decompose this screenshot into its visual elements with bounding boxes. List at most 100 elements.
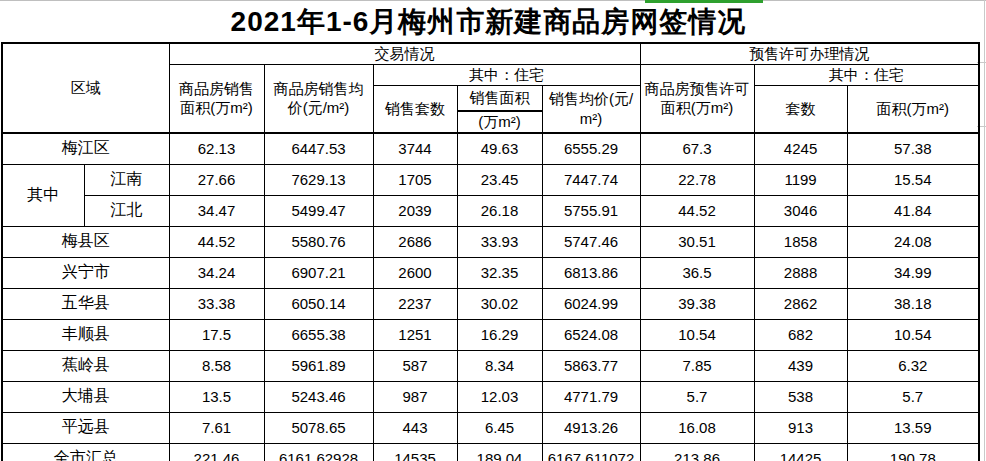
region-cell: 江南	[84, 164, 169, 195]
region-cell: 丰顺县	[2, 319, 169, 350]
data-cell: 5499.47	[264, 195, 373, 226]
data-cell: 33.38	[169, 288, 264, 319]
table-body: 梅江区 62.13 6447.53 3744 49.63 6555.29 67.…	[2, 133, 979, 461]
data-cell: 6813.86	[542, 257, 640, 288]
data-cell: 6050.14	[264, 288, 373, 319]
data-cell: 5.7	[847, 381, 979, 412]
col-header-presale-resi-area: 面积(万m²)	[847, 86, 979, 133]
region-cell: 全市汇总	[2, 443, 169, 461]
data-cell: 34.99	[847, 257, 979, 288]
col-group-trade-residential: 其中：住宅	[373, 65, 640, 86]
data-cell: 443	[373, 412, 457, 443]
data-cell: 39.38	[640, 288, 754, 319]
data-cell: 67.3	[640, 133, 754, 165]
data-cell: 5078.65	[264, 412, 373, 443]
housing-data-table: 区域 交易情况 预售许可办理情况 商品房销售面积(万m²) 商品房销售均价(元/…	[1, 42, 980, 461]
table-row-xingningshi: 兴宁市 34.24 6907.21 2600 32.35 6813.86 36.…	[2, 257, 979, 288]
region-cell: 五华县	[2, 288, 169, 319]
data-cell: 38.18	[847, 288, 979, 319]
data-cell: 8.58	[169, 350, 264, 381]
data-cell: 6024.99	[542, 288, 640, 319]
data-cell: 2862	[754, 288, 847, 319]
data-cell: 5243.46	[264, 381, 373, 412]
data-cell: 5755.91	[542, 195, 640, 226]
data-cell: 5.7	[640, 381, 754, 412]
table-title: 2021年1-6月梅州市新建商品房网签情况	[0, 1, 977, 42]
data-cell: 15.54	[847, 164, 979, 195]
data-cell: 213.86	[640, 443, 754, 461]
data-cell: 24.08	[847, 226, 979, 257]
data-cell: 49.63	[457, 133, 542, 165]
data-cell: 538	[754, 381, 847, 412]
data-cell: 987	[373, 381, 457, 412]
data-cell: 2686	[373, 226, 457, 257]
data-cell: 10.54	[640, 319, 754, 350]
region-cell: 平远县	[2, 412, 169, 443]
data-cell: 62.13	[169, 133, 264, 165]
data-cell: 5747.46	[542, 226, 640, 257]
data-cell: 34.47	[169, 195, 264, 226]
region-group-cell: 其中	[2, 164, 84, 226]
data-cell: 13.5	[169, 381, 264, 412]
data-cell: 34.24	[169, 257, 264, 288]
data-cell: 14425	[754, 443, 847, 461]
col-header-presale-units: 套数	[754, 86, 847, 133]
data-cell: 3046	[754, 195, 847, 226]
data-cell: 6907.21	[264, 257, 373, 288]
col-header-sale-avg-price: 商品房销售均价(元/m²)	[264, 65, 373, 133]
data-cell: 1251	[373, 319, 457, 350]
data-cell: 6655.38	[264, 319, 373, 350]
region-cell: 梅江区	[2, 133, 169, 165]
data-cell: 41.84	[847, 195, 979, 226]
data-cell: 6555.29	[542, 133, 640, 165]
table-row-citywide-total: 全市汇总 221.46 6161.62928 14535 189.04 6167…	[2, 443, 979, 461]
data-cell: 1199	[754, 164, 847, 195]
data-cell: 5961.89	[264, 350, 373, 381]
data-cell: 3744	[373, 133, 457, 165]
col-header-resi-sale-area-line1: 销售面积	[457, 86, 542, 112]
data-cell: 33.93	[457, 226, 542, 257]
data-cell: 6.32	[847, 350, 979, 381]
col-header-presale-area: 商品房预售许可面积(万m²)	[640, 65, 754, 133]
data-cell: 22.78	[640, 164, 754, 195]
table-row-jiangnan: 其中 江南 27.66 7629.13 1705 23.45 7447.74 2…	[2, 164, 979, 195]
col-header-sale-area: 商品房销售面积(万m²)	[169, 65, 264, 133]
data-cell: 2888	[754, 257, 847, 288]
data-cell: 439	[754, 350, 847, 381]
data-cell: 10.54	[847, 319, 979, 350]
table-row-wuhuaxian: 五华县 33.38 6050.14 2237 30.02 6024.99 39.…	[2, 288, 979, 319]
data-cell: 2039	[373, 195, 457, 226]
data-cell: 13.59	[847, 412, 979, 443]
data-cell: 5580.76	[264, 226, 373, 257]
data-cell: 12.03	[457, 381, 542, 412]
col-header-resi-sale-price: 销售均价(元/m²)	[542, 86, 640, 133]
data-cell: 17.5	[169, 319, 264, 350]
data-cell: 7.85	[640, 350, 754, 381]
table-row-jiaolingxian: 蕉岭县 8.58 5961.89 587 8.34 5863.77 7.85 4…	[2, 350, 979, 381]
data-cell: 44.52	[640, 195, 754, 226]
screenshot-root: 2021年1-6月梅州市新建商品房网签情况 区域 交易情况 预售许可办理情况 商…	[0, 0, 986, 461]
data-cell: 221.46	[169, 443, 264, 461]
data-cell: 189.04	[457, 443, 542, 461]
data-cell: 23.45	[457, 164, 542, 195]
region-cell: 大埔县	[2, 381, 169, 412]
data-cell: 7.61	[169, 412, 264, 443]
table-row-jiangbei: 江北 34.47 5499.47 2039 26.18 5755.91 44.5…	[2, 195, 979, 226]
table-row-fengshunxian: 丰顺县 17.5 6655.38 1251 16.29 6524.08 10.5…	[2, 319, 979, 350]
col-header-resi-sale-area-line2: (万m²)	[457, 111, 542, 133]
data-cell: 4245	[754, 133, 847, 165]
data-cell: 8.34	[457, 350, 542, 381]
col-group-presale-residential: 其中：住宅	[754, 65, 979, 86]
data-cell: 27.66	[169, 164, 264, 195]
col-header-sale-units: 销售套数	[373, 86, 457, 133]
data-cell: 6524.08	[542, 319, 640, 350]
data-cell: 32.35	[457, 257, 542, 288]
table-row-meixianqu: 梅县区 44.52 5580.76 2686 33.93 5747.46 30.…	[2, 226, 979, 257]
data-cell: 16.08	[640, 412, 754, 443]
region-cell: 兴宁市	[2, 257, 169, 288]
data-cell: 587	[373, 350, 457, 381]
col-group-trade: 交易情况	[169, 43, 640, 65]
data-cell: 14535	[373, 443, 457, 461]
table-row-meijiangqu: 梅江区 62.13 6447.53 3744 49.63 6555.29 67.…	[2, 133, 979, 165]
data-cell: 57.38	[847, 133, 979, 165]
